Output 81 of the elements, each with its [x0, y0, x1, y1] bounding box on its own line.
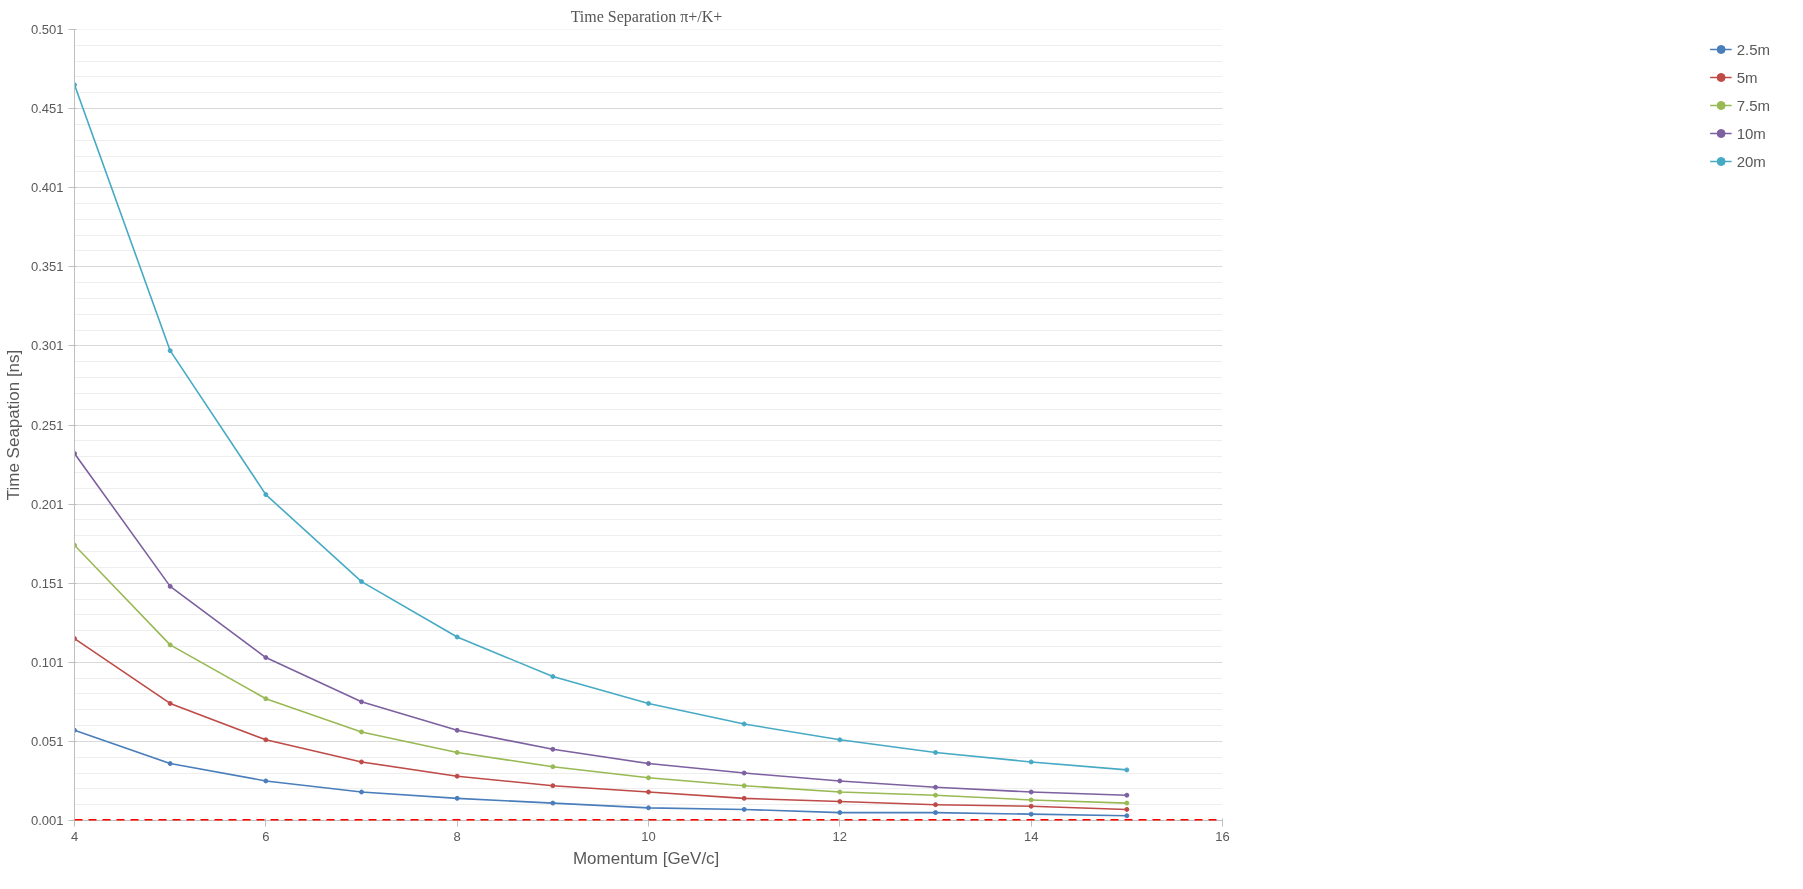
point [550, 783, 556, 789]
y-tick-label: 0.001 [30, 813, 64, 828]
point [837, 799, 843, 805]
x-tick-label: 16 [1215, 828, 1230, 844]
x-tick-label: 14 [1023, 828, 1039, 844]
x-tick-label: 10 [641, 828, 656, 844]
point [1124, 792, 1130, 798]
x-axis-title: Momentum [GeV/c] [572, 848, 720, 868]
point [1124, 800, 1130, 806]
point [741, 721, 747, 727]
point [741, 806, 747, 812]
point [837, 737, 843, 743]
point [454, 634, 460, 640]
y-tick-label: 0.151 [30, 575, 64, 591]
point [933, 810, 938, 816]
point [454, 727, 460, 733]
point [1028, 811, 1034, 817]
point [646, 761, 651, 767]
point [454, 773, 460, 779]
point [646, 805, 651, 811]
x-tick-label: 12 [832, 828, 848, 844]
point [359, 789, 364, 795]
x-tick-label: 4 [70, 828, 79, 844]
y-tick-label: 0.351 [30, 259, 64, 275]
point [741, 795, 747, 801]
point [837, 778, 843, 784]
point [550, 674, 556, 680]
point [167, 642, 173, 648]
point [359, 699, 364, 705]
y-tick-label: 0.501 [30, 22, 64, 37]
point [646, 775, 651, 781]
y-tick-label: 0.201 [30, 496, 64, 512]
point [933, 802, 938, 808]
point [167, 761, 173, 767]
y-tick-label: 0.401 [30, 180, 64, 196]
point [837, 810, 843, 816]
point [550, 800, 556, 806]
point [359, 729, 364, 735]
y-tick-label: 0.051 [30, 733, 64, 749]
x-tick-label: 6 [262, 828, 270, 844]
point [1028, 759, 1034, 765]
point [741, 770, 747, 776]
point [646, 700, 651, 706]
point [741, 783, 747, 789]
point [167, 700, 173, 706]
point [454, 749, 460, 755]
chart-title: Time Separation π+/K+ [570, 7, 723, 26]
point [359, 579, 364, 585]
point [1124, 767, 1130, 773]
point [1124, 813, 1130, 819]
point [933, 749, 938, 755]
point [1028, 797, 1034, 803]
x-tick-label: 8 [453, 828, 461, 844]
y-tick-label: 0.101 [30, 654, 64, 670]
point [933, 792, 938, 798]
legend-label: 20m [1736, 152, 1766, 170]
point [1028, 789, 1034, 795]
point [646, 789, 651, 795]
point [263, 655, 269, 661]
point [167, 583, 173, 589]
legend-label: 10m [1736, 124, 1766, 142]
point [263, 778, 269, 784]
point [263, 492, 269, 498]
y-tick-label: 0.301 [30, 338, 64, 354]
point [359, 759, 364, 765]
y-axis-title: Time Seapation [ns] [3, 349, 23, 501]
point [167, 348, 173, 354]
point [837, 789, 843, 795]
legend-label: 5m [1736, 68, 1758, 86]
legend-label: 2.5m [1736, 40, 1770, 58]
y-tick-label: 0.251 [30, 417, 64, 433]
point [263, 696, 269, 702]
point [550, 764, 556, 770]
legend-label: 7.5m [1736, 96, 1770, 114]
point [454, 795, 460, 801]
point [933, 784, 938, 790]
point [1028, 803, 1034, 809]
point [1124, 806, 1130, 812]
point [263, 737, 269, 743]
y-tick-label: 0.451 [30, 101, 64, 117]
point [550, 746, 556, 752]
